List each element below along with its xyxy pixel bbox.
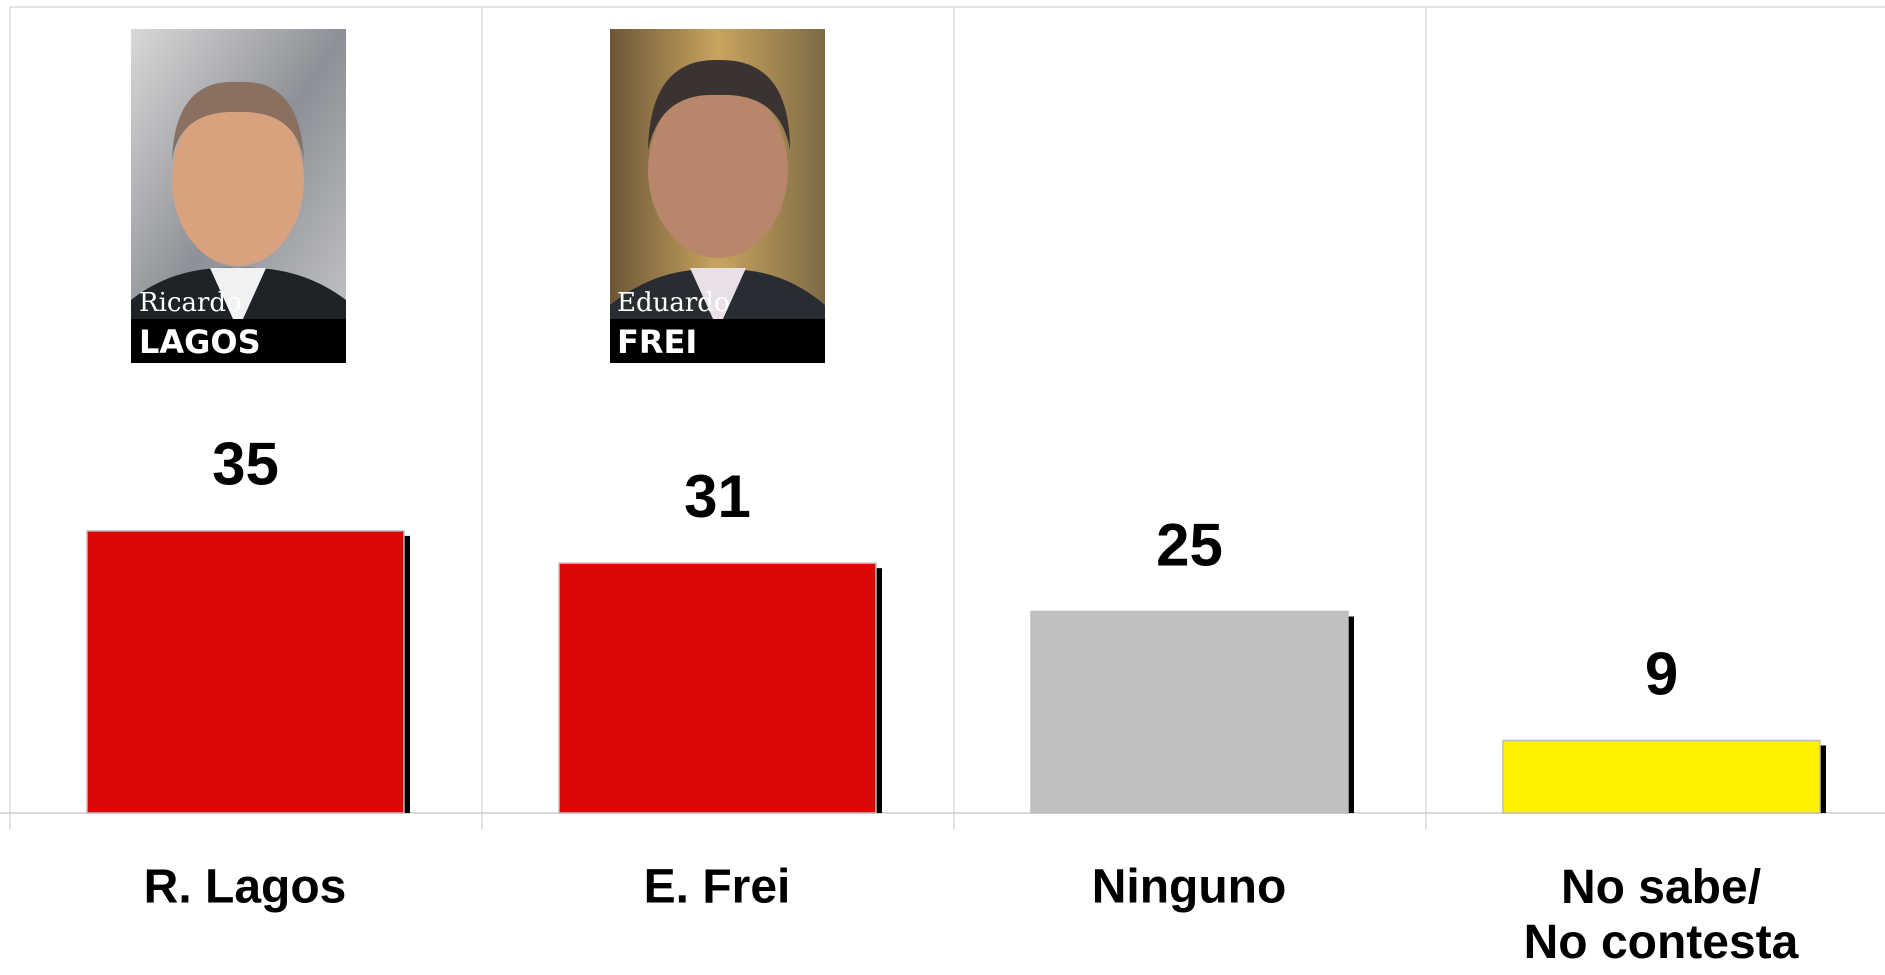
photo-last-name: LAGOS (139, 323, 261, 361)
x-tick-label: E. Frei (644, 861, 791, 914)
bar-shadow (876, 568, 882, 813)
bar (87, 531, 404, 813)
value-label: 31 (684, 463, 751, 530)
x-tick-label: Ninguno (1092, 861, 1287, 914)
photo-last-name: FREI (617, 323, 697, 361)
x-tick-label: No sabe/No contesta (1524, 861, 1799, 969)
value-label: 25 (1156, 511, 1223, 578)
bar (1503, 740, 1820, 813)
bar-shadow (1820, 745, 1826, 813)
value-label: 35 (212, 431, 279, 498)
value-label: 9 (1645, 640, 1678, 707)
photo-first-name: Eduardo (617, 288, 730, 318)
photo: Ricardo LAGOS (131, 29, 346, 363)
chart: R. Lagos 35 E. Frei 31 Ninguno 25 No sabe/No c… (0, 0, 1885, 970)
bar (1031, 612, 1348, 814)
photo: Eduardo FREI (610, 29, 825, 363)
bar (559, 563, 876, 813)
x-tick-label: R. Lagos (144, 861, 347, 914)
page: {"chart_data": {"type": "bar", "categori… (0, 0, 1885, 970)
bar-shadow (1348, 617, 1354, 814)
photo-first-name: Ricardo (139, 288, 242, 318)
bar-shadow (404, 536, 410, 813)
